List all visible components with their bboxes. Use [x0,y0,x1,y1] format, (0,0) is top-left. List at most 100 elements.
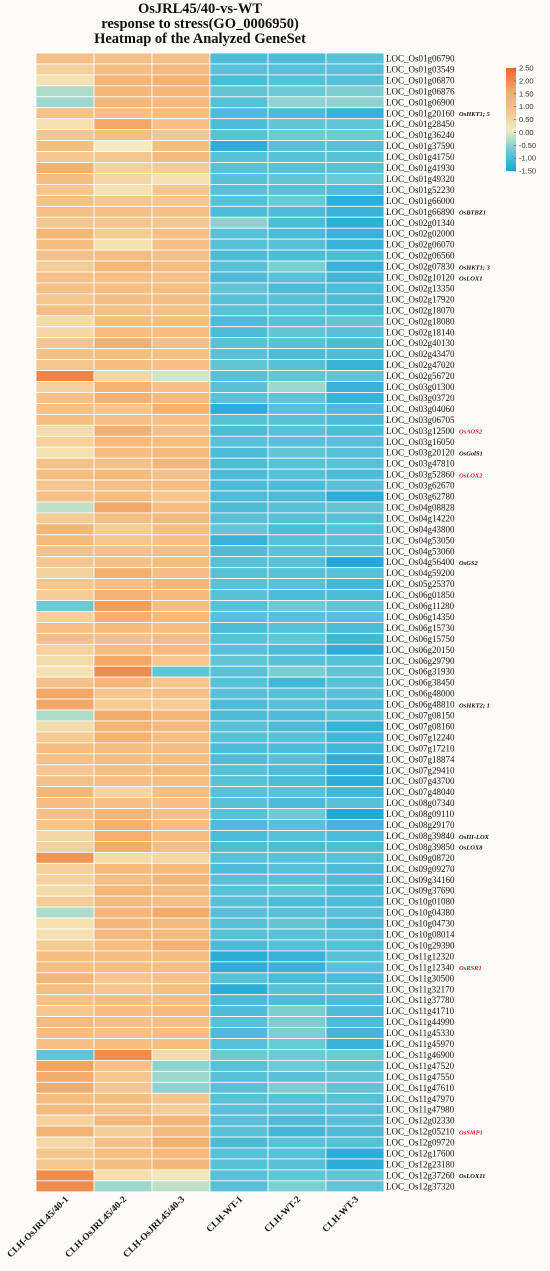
heatmap-cell [93,183,153,196]
heatmap-cell [209,304,269,317]
heatmap-cell [325,961,385,974]
heatmap-cell [209,413,269,426]
heatmap-cell [151,906,211,919]
heatmap-cell [325,895,385,908]
heatmap-cell [209,1125,269,1138]
heatmap-cell [151,676,211,689]
heatmap-cell [325,293,385,306]
heatmap-cell [151,490,211,503]
heatmap-cell [267,490,327,503]
heatmap-cell [151,238,211,251]
heatmap-cell [209,370,269,382]
heatmap-cell [267,906,327,919]
heatmap-cell [35,709,95,722]
heatmap-cell [267,862,327,875]
row-label: LOC_Os11g44990 [386,1017,455,1027]
heatmap-cell [325,939,385,952]
row-label: LOC_Os11g47980 [386,1105,455,1115]
title-line-1: OsJRL45/40-vs-WT [137,1,263,17]
heatmap-cell [209,665,269,678]
heatmap-cell [209,512,269,525]
row-label: LOC_Os06g15730 [386,623,455,633]
heatmap-cell [151,1180,211,1193]
heatmap-cell [35,884,95,897]
heatmap-cell [267,282,327,295]
heatmap-cell [35,304,95,317]
heatmap-cell [325,600,385,612]
heatmap-cell [93,775,153,788]
row-label: LOC_Os01g49320 [386,174,455,184]
heatmap-cell [267,194,327,207]
heatmap-cell [93,632,153,645]
heatmap-cell [209,895,269,908]
heatmap-cell [325,1049,385,1061]
legend-tick-label: -1.50 [519,167,536,176]
heatmap-cell [267,424,327,437]
heatmap-cell [267,107,327,120]
heatmap-cell [151,523,211,536]
heatmap-cell [209,348,269,360]
heatmap-cell [93,424,153,437]
heatmap-cell [93,1125,153,1138]
heatmap-cell [267,567,327,580]
title-line-3: Heatmap of the Analyzed GeneSet [94,31,306,47]
heatmap-cell [35,939,95,952]
heatmap-cell [93,1070,153,1083]
row-label: LOC_Os02g07830 [386,262,455,272]
heatmap-cell [151,194,211,207]
heatmap-cell [93,173,153,185]
heatmap-cell [267,1070,327,1083]
heatmap-cell [93,928,153,941]
row-label: LOC_Os12g05210 [386,1127,455,1137]
heatmap-cell [209,720,269,733]
heatmap-cell [209,786,269,799]
heatmap-cell [35,96,95,109]
heatmap-cell [151,643,211,656]
heatmap-cell [325,534,385,547]
heatmap-cell [35,622,95,634]
heatmap-cell [35,1081,95,1094]
heatmap-cell [151,52,211,65]
heatmap-cell [151,622,211,634]
heatmap-cell [35,873,95,886]
heatmap-cell [151,830,211,842]
heatmap-cell [209,1114,269,1127]
heatmap-cell [267,808,327,820]
heatmap-cell [151,140,211,152]
heatmap-cell [267,74,327,87]
heatmap-cell [325,578,385,590]
heatmap-cell [151,337,211,350]
gene-alias-label: OsGolS1 [459,451,483,458]
heatmap-cell [267,994,327,1007]
heatmap-cell [209,1038,269,1050]
heatmap-cell [325,884,385,897]
row-label: LOC_Os06g11280 [386,601,455,611]
heatmap-cell [151,819,211,831]
heatmap-cell [209,698,269,711]
heatmap-cell [267,523,327,536]
heatmap-cell [35,63,95,76]
heatmap-cell [325,435,385,448]
heatmap-cell [267,534,327,547]
heatmap-cell [151,402,211,415]
heatmap-cell [151,972,211,985]
heatmap-cell [325,173,385,185]
heatmap-cell [267,435,327,448]
heatmap-cell [93,205,153,218]
legend-tick-label: 2.00 [519,76,534,85]
heatmap-cell [325,446,385,459]
heatmap-cell [209,687,269,700]
heatmap-cell [325,348,385,360]
heatmap-cell [209,216,269,229]
heatmap-cell [267,140,327,152]
row-label: LOC_Os01g03549 [386,64,455,74]
heatmap-cell [93,851,153,864]
heatmap-cell [267,1147,327,1160]
gene-alias-label: OsLOX1 [459,275,482,282]
heatmap-cell [325,862,385,875]
heatmap-cell [35,151,95,163]
column-label: CLH-OsJRL45/40-2 [64,1195,129,1260]
heatmap-cell [35,764,95,777]
heatmap-cell [35,1005,95,1018]
heatmap-cell [35,578,95,590]
